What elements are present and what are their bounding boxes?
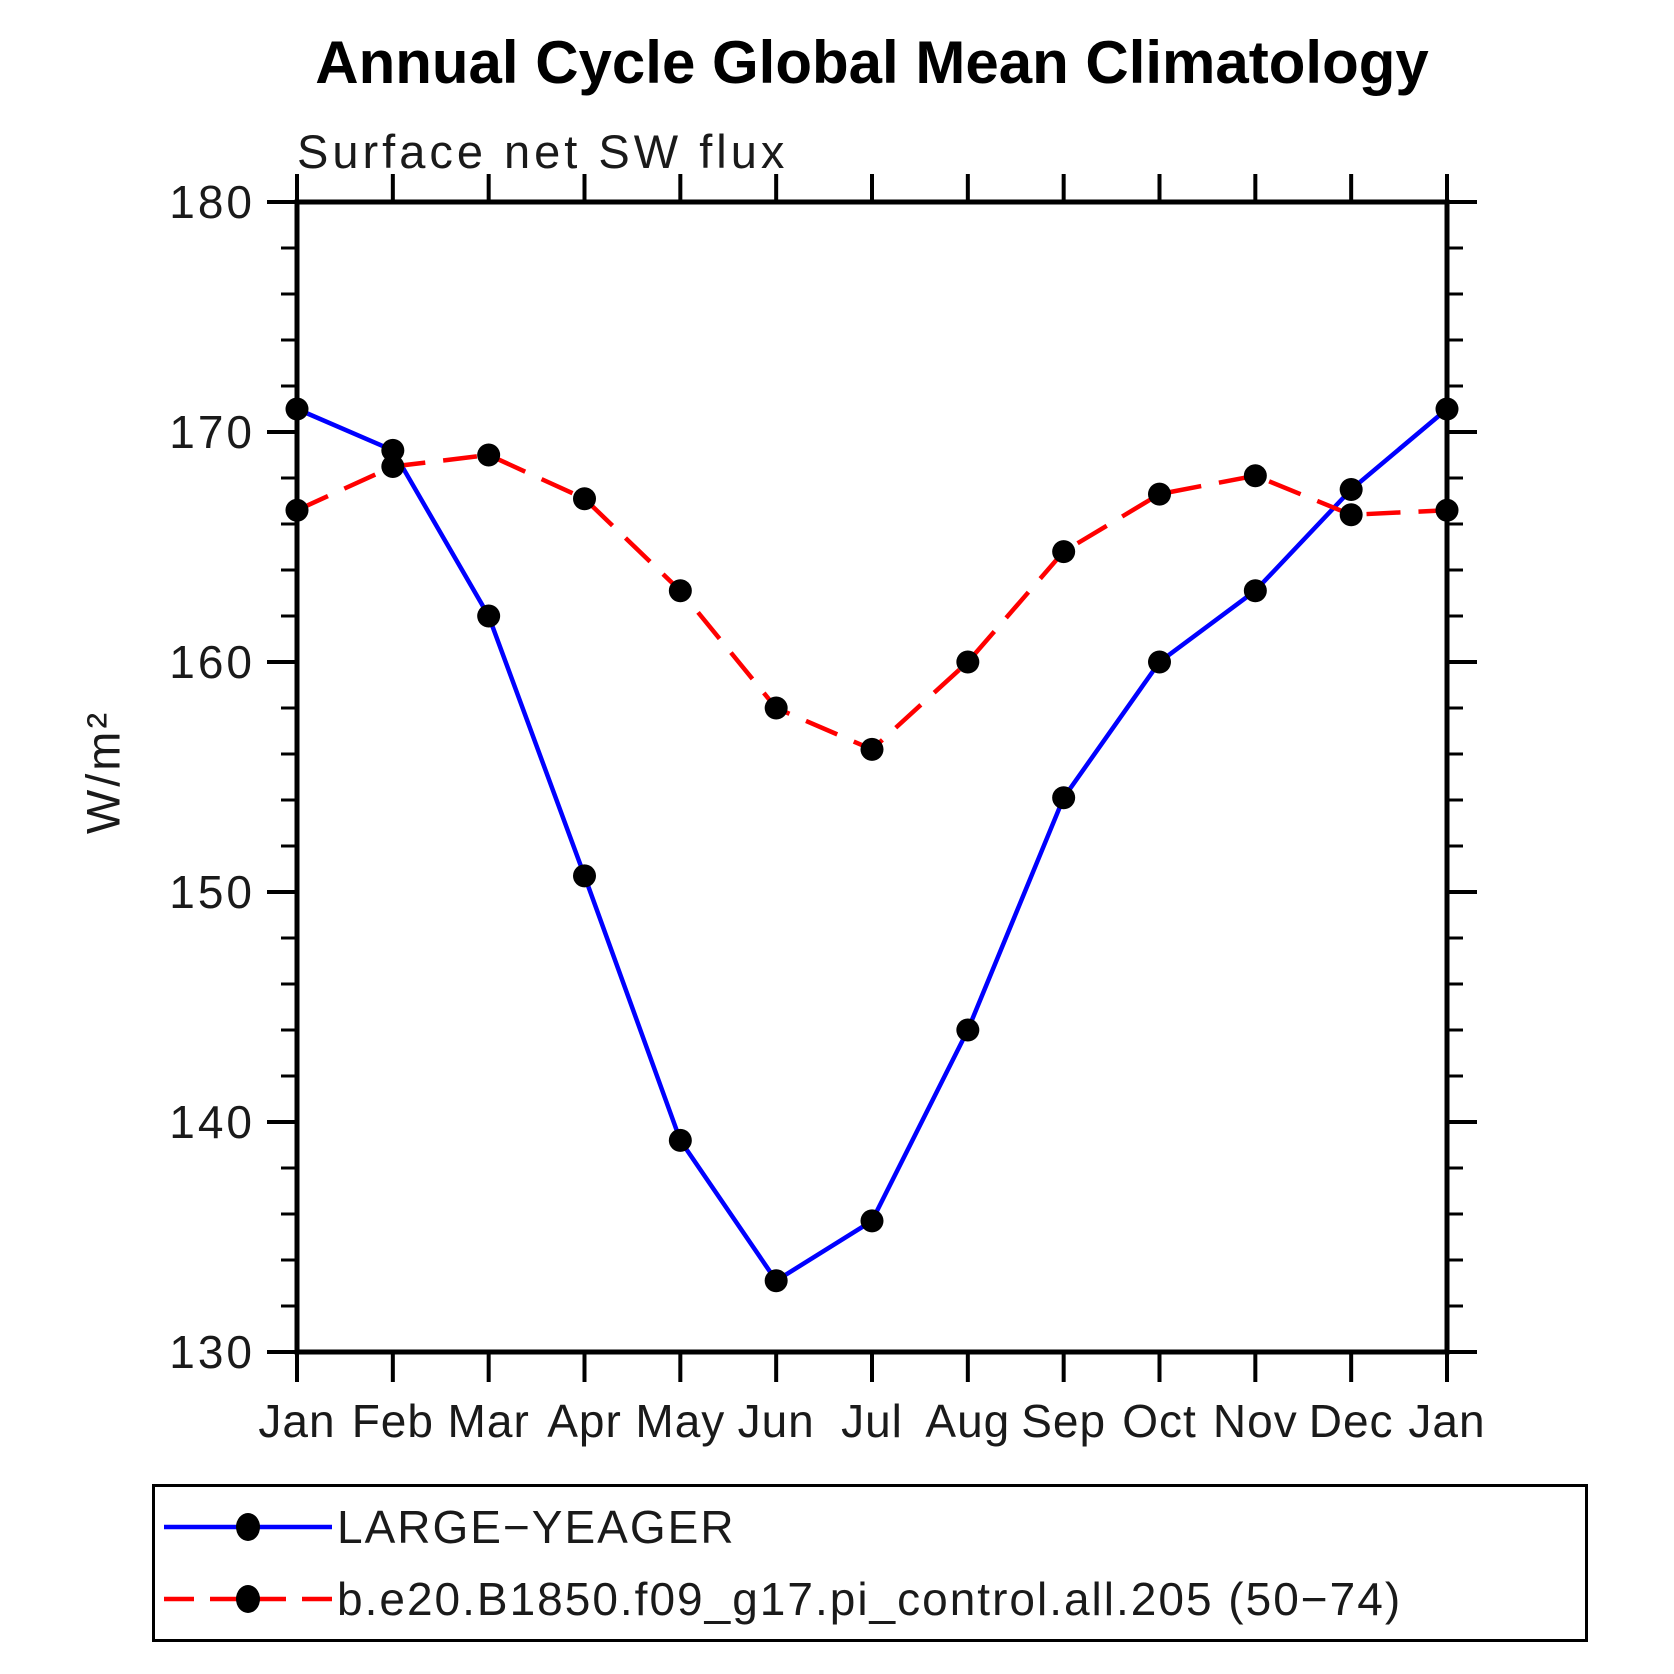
x-tick-label: Jan	[1408, 1395, 1485, 1447]
data-point-0-11	[1339, 478, 1363, 501]
legend-marker-1	[236, 1585, 260, 1613]
series-line-1	[296, 452, 1448, 753]
data-point-1-2	[477, 443, 501, 467]
x-tick-label: Dec	[1309, 1395, 1394, 1447]
series-line-0	[296, 406, 1449, 1284]
data-point-1-8	[1052, 540, 1076, 564]
legend-marker-0	[236, 1513, 260, 1541]
data-point-1-7	[956, 650, 980, 674]
x-tick-label: Apr	[547, 1395, 622, 1447]
data-point-0-3	[573, 864, 596, 888]
legend-dashed-line-swatch	[164, 1585, 332, 1613]
x-tick-label: Jun	[738, 1395, 815, 1447]
data-point-1-12	[1435, 498, 1459, 522]
data-point-0-2	[477, 604, 501, 628]
data-point-1-10	[1243, 464, 1267, 488]
data-point-0-12	[1435, 397, 1459, 421]
data-point-0-8	[1052, 786, 1076, 810]
chart-subtitle: Surface net SW flux	[297, 125, 789, 178]
x-tick-label: Nov	[1213, 1395, 1298, 1447]
x-tick-label: Sep	[1021, 1395, 1106, 1447]
y-tick-label: 170	[169, 406, 255, 458]
x-tick-label: Oct	[1122, 1395, 1197, 1447]
data-point-1-5	[764, 696, 788, 720]
legend-box: LARGE−YEAGER b.e20.B1850.f09_g17.pi_cont…	[152, 1484, 1588, 1642]
x-tick-label: Aug	[925, 1395, 1010, 1447]
data-point-1-0	[285, 498, 309, 522]
chart-title: Annual Cycle Global Mean Climatology	[315, 29, 1429, 96]
x-tick-label: May	[635, 1395, 725, 1447]
y-tick-label: 160	[169, 636, 255, 688]
data-point-0-4	[668, 1128, 692, 1152]
legend-label-large-yeager: LARGE−YEAGER	[337, 1501, 736, 1553]
legend-item-large-yeager: LARGE−YEAGER	[161, 1497, 1585, 1557]
axis-frame	[294, 199, 1450, 1355]
data-point-1-11	[1339, 503, 1363, 527]
x-tick-label: Mar	[448, 1395, 530, 1447]
data-point-0-9	[1148, 650, 1171, 674]
plot-area: 130 140 150 160 170 180 Jan Feb Mar Apr May Jun Jul A…	[169, 174, 1485, 1447]
data-point-0-7	[956, 1018, 980, 1042]
x-tick-label: Jan	[258, 1395, 335, 1447]
legend-item-model-run: b.e20.B1850.f09_g17.pi_control.all.205 (…	[161, 1569, 1585, 1629]
x-tick-label: Jul	[841, 1395, 903, 1447]
legend-solid-line-swatch	[164, 1513, 332, 1541]
y-tick-label: 150	[169, 866, 255, 918]
y-tick-label: 130	[169, 1326, 255, 1378]
x-tick-label: Feb	[352, 1395, 434, 1447]
data-point-1-1	[381, 455, 405, 478]
legend-label-model-run: b.e20.B1850.f09_g17.pi_control.all.205 (…	[337, 1573, 1403, 1625]
data-point-1-9	[1148, 482, 1171, 506]
data-point-0-1	[381, 438, 405, 462]
data-point-0-0	[285, 397, 309, 421]
data-point-1-3	[573, 487, 596, 511]
y-tick-label: 140	[169, 1096, 255, 1148]
data-point-0-10	[1243, 579, 1267, 603]
data-point-1-6	[860, 737, 884, 761]
data-point-0-5	[764, 1269, 788, 1293]
data-point-0-6	[860, 1209, 884, 1233]
y-tick-label: 180	[169, 176, 255, 228]
data-point-1-4	[668, 579, 692, 603]
